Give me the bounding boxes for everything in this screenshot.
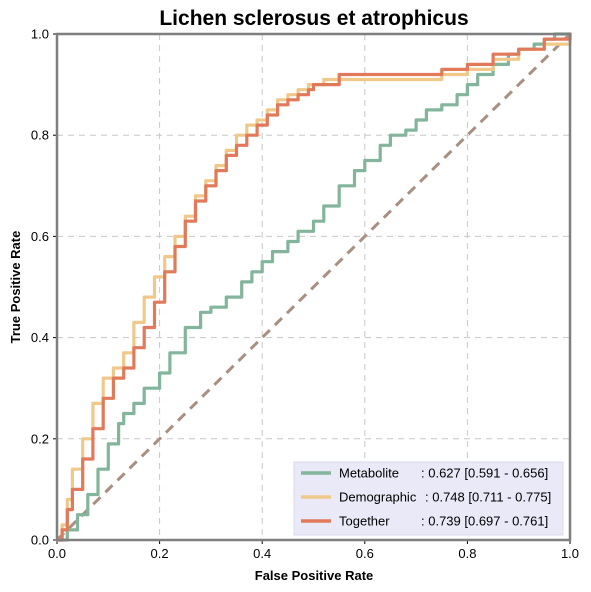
y-tick-label: 1.0 (31, 27, 49, 42)
y-tick-label: 0.0 (31, 533, 49, 548)
legend-value-together: : 0.739 [0.697 - 0.761] (421, 514, 548, 529)
y-tick-label: 0.4 (31, 330, 49, 345)
chart-title: Lichen sclerosus et atrophicus (159, 7, 468, 30)
chance-line (55, 32, 572, 542)
tick-layer: 0.0 0.2 0.4 0.6 0.8 1.0 0.0 0.2 0.4 0.6 0.8 1.0 (31, 27, 579, 562)
x-tick-label: 1.0 (561, 546, 579, 561)
x-tick-label: 0.8 (458, 546, 476, 561)
legend-items: Metabolite : 0.627 [0.591 - 0.656] Demogra… (301, 466, 551, 529)
y-axis-label: True Positive Rate (8, 231, 23, 344)
x-tick-label: 0.4 (253, 546, 271, 561)
roc-line-together (55, 32, 572, 542)
x-tick-label: 0.6 (356, 546, 374, 561)
roc-line-metabolite (55, 32, 572, 542)
legend-value-metabolite: : 0.627 [0.591 - 0.656] (421, 466, 548, 481)
y-tick-label: 0.8 (31, 128, 49, 143)
legend-value-demographic: : 0.748 [0.711 - 0.775] (425, 490, 551, 505)
grid-layer (57, 34, 570, 540)
legend-box (293, 461, 564, 536)
x-tick-label: 0.0 (48, 546, 66, 561)
legend-label-demographic: Demographic (339, 490, 417, 505)
series-layer (55, 32, 572, 542)
x-axis-label: False Positive Rate (255, 568, 374, 583)
y-tick-label: 0.2 (31, 431, 49, 446)
plot-frame (55, 32, 572, 542)
legend-label-together: Together (339, 514, 390, 529)
y-tick-label: 0.6 (31, 229, 49, 244)
legend: Metabolite : 0.627 [0.591 - 0.656] Demogra… (293, 461, 564, 536)
x-tick-label: 0.2 (151, 546, 169, 561)
legend-label-metabolite: Metabolite (339, 466, 399, 481)
